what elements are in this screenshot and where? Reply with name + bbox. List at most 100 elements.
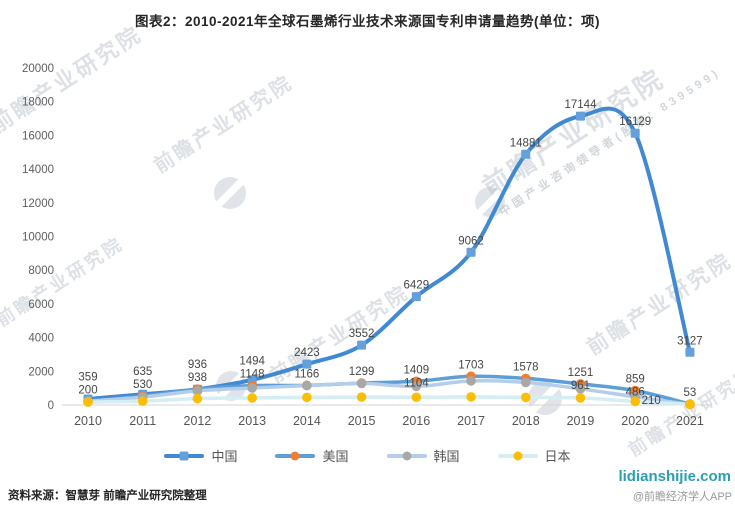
label-korea: 486 [626,387,645,399]
marker-china [357,340,367,350]
x-axis-label: 2014 [293,414,321,428]
marker-japan [356,392,367,402]
marker-japan [685,399,695,410]
marker-korea [247,383,257,393]
y-axis-tick: 14000 [22,164,54,176]
marker-korea [411,381,422,392]
label-usa: 53 [684,387,697,399]
legend-swatch-korea [386,450,427,462]
label-china: 6429 [404,280,430,292]
x-axis-label: 2015 [348,414,376,428]
label-usa: 1578 [513,361,539,373]
label-china: 2423 [294,347,320,359]
y-axis-tick: 0 [48,400,54,412]
y-axis-tick: 4000 [28,333,54,345]
x-axis-label: 2010 [74,414,102,428]
label-china: 936 [188,359,207,371]
legend-item-korea[interactable]: 韩国 [386,446,460,465]
marker-japan [630,396,640,407]
y-axis-tick: 10000 [22,232,54,244]
legend-item-usa[interactable]: 美国 [275,446,349,465]
marker-china [575,111,585,121]
y-axis-tick: 20000 [22,63,54,75]
x-axis-label: 2020 [621,414,649,428]
label-china: 16129 [619,116,651,128]
series-line-china [86,106,692,401]
chart-canvas: 0 2000 4000 6000 8000 10000 12000 14000 16000 180… [22,63,712,428]
chart-legend: 中国 美国 韩国 日本 [0,446,735,465]
marker-japan [192,393,203,404]
label-usa: 1703 [458,359,484,371]
y-axis-tick: 12000 [22,198,54,210]
marker-korea [192,386,203,396]
label-china: 17144 [564,99,597,111]
legend-item-japan[interactable]: 日本 [497,446,571,465]
series-line-japan [86,395,692,407]
marker-china [466,247,476,257]
label-usa: 1299 [349,366,375,378]
marker-china [411,292,421,302]
marker-japan [302,392,312,403]
y-axis-tick: 2000 [28,366,54,378]
label-china: 3552 [349,328,375,340]
label-japan: 210 [642,395,661,407]
x-axis-label: 2011 [129,414,156,428]
legend-label-usa: 美国 [322,449,349,464]
legend-item-china[interactable]: 中国 [164,446,237,465]
legend-label-korea: 韩国 [433,449,460,464]
label-korea: 1104 [404,377,429,389]
x-axis-label: 2016 [402,414,430,428]
label-china: 1494 [239,356,265,368]
label-china: 3127 [677,335,703,347]
marker-japan [247,393,257,403]
y-axis-tick: 8000 [28,265,54,277]
marker-japan [575,393,586,403]
label-china: 359 [78,372,97,384]
app-handle: @前瞻经济学人APP [632,491,732,503]
y-axis-tick: 6000 [28,299,54,311]
legend-label-china: 中国 [211,449,238,464]
marker-japan [520,392,531,403]
marker-china [302,359,312,369]
marker-china [685,347,695,357]
x-axis-label: 2018 [512,414,540,428]
label-china: 635 [133,366,152,378]
marker-korea [466,376,476,386]
label-usa: 938 [188,372,207,384]
chart-title: 图表2：2010-2021年全球石墨烯行业技术来源国专利申请量趋势(单位：项) [134,14,601,29]
label-china: 9062 [458,235,484,247]
label-usa: 200 [78,385,97,397]
label-china: 14881 [510,137,542,149]
label-korea: 961 [571,380,590,392]
marker-korea [520,377,531,388]
marker-korea [356,378,367,389]
x-axis-label: 2012 [184,414,212,428]
x-axis-label: 2021 [676,414,704,428]
marker-japan [466,392,476,402]
marker-korea [575,384,586,394]
label-usa: 1166 [295,368,320,380]
source-note: 资料来源：智慧芽 前瞻产业研究院整理 [8,490,207,502]
marker-japan [83,397,93,407]
x-axis-label: 2013 [238,414,266,428]
label-usa: 859 [626,374,645,386]
legend-swatch-japan [497,450,538,462]
legend-swatch-china [164,450,205,462]
label-usa: 530 [133,379,152,391]
legend-label-japan: 日本 [544,449,571,464]
legend-swatch-usa [275,450,316,462]
marker-korea [302,380,312,391]
y-axis-tick: 16000 [22,130,54,142]
x-axis-label: 2017 [457,414,485,428]
marker-china [521,149,531,159]
label-usa: 1251 [568,367,594,379]
marker-japan [137,396,148,406]
label-usa: 1148 [240,369,265,381]
site-watermark: lidianshijie.com [618,468,731,485]
y-axis-tick: 18000 [22,97,54,109]
marker-china [630,128,640,138]
x-axis-label: 2019 [567,414,595,428]
label-usa: 1409 [404,364,430,376]
marker-japan [411,392,422,403]
